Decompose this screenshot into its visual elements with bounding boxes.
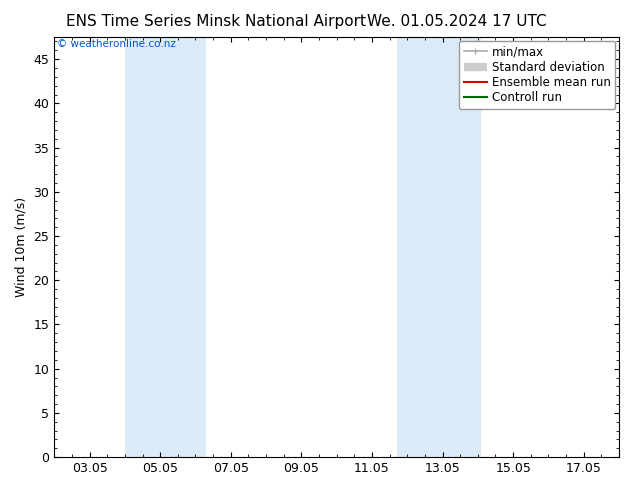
Bar <box>397 37 481 457</box>
Bar <box>125 37 206 457</box>
Text: We. 01.05.2024 17 UTC: We. 01.05.2024 17 UTC <box>366 14 547 29</box>
Legend: min/max, Standard deviation, Ensemble mean run, Controll run: min/max, Standard deviation, Ensemble me… <box>459 41 616 109</box>
Text: ENS Time Series Minsk National Airport: ENS Time Series Minsk National Airport <box>65 14 366 29</box>
Text: © weatheronline.co.nz: © weatheronline.co.nz <box>57 39 176 49</box>
Y-axis label: Wind 10m (m/s): Wind 10m (m/s) <box>15 197 28 297</box>
